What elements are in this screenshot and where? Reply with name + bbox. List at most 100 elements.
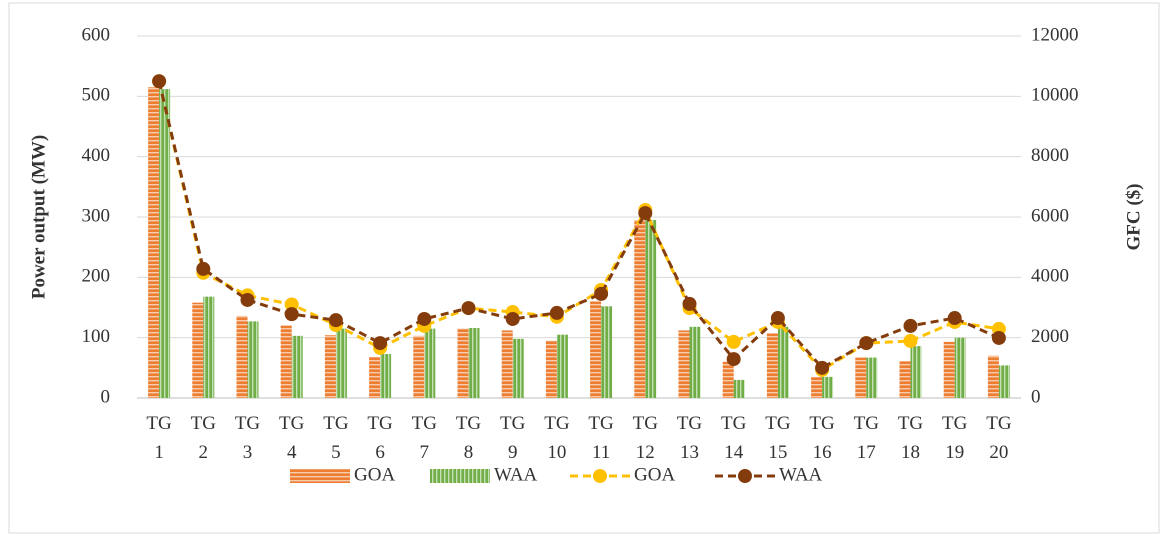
x-tick-label: TG 15 <box>765 413 791 463</box>
line <box>157 80 1000 372</box>
bar <box>148 87 160 399</box>
marker <box>461 301 476 316</box>
x-tick-label: TG 17 <box>854 413 880 463</box>
legend-swatch <box>430 469 490 483</box>
bar <box>335 328 347 398</box>
x-tick-label: TG 19 <box>942 413 968 463</box>
bar <box>634 220 646 398</box>
bar <box>203 296 215 398</box>
x-tick-label: TG 1 <box>146 413 172 463</box>
bar <box>324 335 336 398</box>
legend-label: WAA <box>494 464 538 485</box>
chart-frame <box>8 2 1160 534</box>
bar <box>501 330 513 398</box>
x-tick-label: TG 3 <box>235 413 261 463</box>
bar <box>645 220 657 398</box>
x-tick-label: TG 9 <box>500 413 526 463</box>
marker <box>328 313 343 328</box>
y-tick-label: 100 <box>82 326 111 347</box>
bar <box>424 328 436 398</box>
legend-swatch <box>738 469 752 483</box>
y2-axis-title: GFC ($) <box>1123 183 1144 250</box>
marker <box>903 333 918 348</box>
line <box>157 80 1000 370</box>
bar <box>413 335 425 398</box>
marker <box>373 336 388 351</box>
marker <box>505 311 520 326</box>
x-tick-label: TG 14 <box>721 413 747 463</box>
marker <box>549 305 564 320</box>
marker <box>417 311 432 326</box>
x-tick-label: TG 2 <box>191 413 217 463</box>
marker <box>240 292 255 307</box>
y2-tick-label: 0 <box>1031 386 1041 407</box>
legend-label: GOA <box>634 464 675 485</box>
bar <box>601 306 613 398</box>
bar <box>457 328 469 398</box>
y2-tick-label: 12000 <box>1031 24 1079 45</box>
bar <box>689 326 701 398</box>
y2-tick-label: 4000 <box>1031 266 1069 287</box>
y-tick-label: 300 <box>82 205 111 226</box>
bar <box>280 325 292 398</box>
bar <box>236 315 248 398</box>
legend-swatch <box>593 469 607 483</box>
bar <box>899 361 911 398</box>
x-tick-label: TG 13 <box>677 413 703 463</box>
y2-tick-label: 8000 <box>1031 145 1069 166</box>
x-tick-label: TG 10 <box>544 413 570 463</box>
bar <box>866 357 878 398</box>
legend-label: GOA <box>354 464 395 485</box>
marker <box>991 330 1006 345</box>
x-tick-label: TG 5 <box>323 413 349 463</box>
marker <box>903 318 918 333</box>
marker <box>284 297 299 312</box>
marker <box>152 74 167 89</box>
marker <box>726 352 741 367</box>
y-tick-label: 600 <box>82 24 111 45</box>
bar <box>777 326 789 398</box>
bar <box>590 301 602 398</box>
x-tick-label: TG 20 <box>986 413 1012 463</box>
bar <box>998 365 1010 398</box>
marker <box>947 311 962 326</box>
bar <box>380 353 392 398</box>
bar <box>369 356 381 398</box>
bar <box>468 328 480 398</box>
bar <box>722 361 734 398</box>
bar <box>766 333 778 398</box>
bar <box>822 376 834 398</box>
bar <box>943 341 955 398</box>
x-tick-label: TG 16 <box>809 413 835 463</box>
x-tick-label: TG 18 <box>898 413 924 463</box>
marker <box>594 286 609 301</box>
marker <box>726 334 741 349</box>
y2-tick-label: 2000 <box>1031 326 1069 347</box>
bar <box>247 321 259 398</box>
y-tick-label: 200 <box>82 266 111 287</box>
bar <box>855 357 867 398</box>
bar <box>910 346 922 398</box>
bar <box>556 334 568 398</box>
marker <box>815 360 830 375</box>
bar <box>987 355 999 398</box>
bar <box>291 335 303 398</box>
y-tick-label: 0 <box>101 386 111 407</box>
bar <box>954 337 966 398</box>
y2-tick-label: 6000 <box>1031 205 1069 226</box>
y-tick-label: 400 <box>82 145 111 166</box>
legend-label: WAA <box>779 464 823 485</box>
x-tick-label: TG 6 <box>367 413 393 463</box>
marker <box>638 206 653 221</box>
bar <box>811 376 823 398</box>
x-tick-label: TG 11 <box>588 413 614 463</box>
marker <box>859 336 874 351</box>
marker <box>682 296 697 311</box>
bar <box>678 330 690 398</box>
bar <box>192 302 204 398</box>
marker <box>284 307 299 322</box>
bar <box>733 379 745 398</box>
y-axis-title: Power output (MW) <box>28 135 49 299</box>
legend-swatch <box>290 469 350 483</box>
